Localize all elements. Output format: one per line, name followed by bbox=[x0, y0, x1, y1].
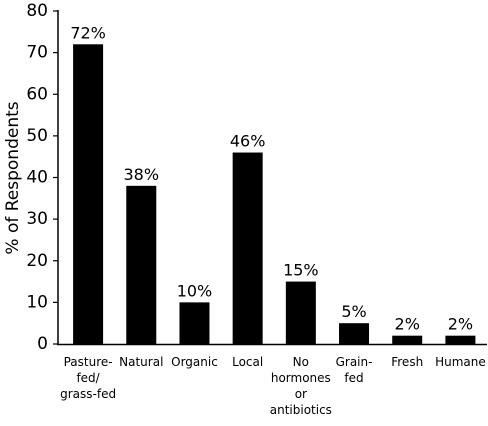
bar bbox=[126, 185, 157, 344]
value-label: 2% bbox=[448, 315, 473, 334]
y-tick-label: 10 bbox=[26, 292, 48, 312]
x-tick-label: Natural bbox=[119, 355, 163, 369]
y-tick-label: 60 bbox=[26, 84, 48, 104]
value-label: 15% bbox=[283, 261, 319, 280]
y-tick-label: 0 bbox=[37, 334, 48, 354]
x-tick-label: Local bbox=[232, 355, 263, 369]
bar bbox=[285, 281, 316, 344]
y-axis-title: % of Respondents bbox=[3, 101, 23, 254]
bar bbox=[179, 302, 210, 344]
y-tick-label: 70 bbox=[26, 43, 48, 63]
value-label: 5% bbox=[341, 302, 366, 321]
bar bbox=[232, 152, 263, 344]
value-label: 2% bbox=[395, 315, 420, 334]
y-tick-label: 80 bbox=[26, 1, 48, 21]
y-tick-label: 50 bbox=[26, 126, 48, 146]
x-tick-label: Fresh bbox=[391, 355, 423, 369]
x-tick-label: Grain-fed bbox=[336, 355, 373, 385]
value-label: 46% bbox=[230, 132, 266, 151]
bar bbox=[392, 335, 423, 344]
x-tick-label: Pasture-fed/grass-fed bbox=[60, 355, 116, 401]
x-tick-label: Organic bbox=[171, 355, 218, 369]
y-tick-label: 30 bbox=[26, 209, 48, 229]
y-tick-label: 20 bbox=[26, 251, 48, 271]
value-label: 10% bbox=[177, 281, 213, 300]
x-tick-label: No hormones or antibiotics bbox=[270, 355, 332, 417]
y-tick-label: 40 bbox=[26, 168, 48, 188]
x-tick-label: Humane bbox=[435, 355, 486, 369]
bar bbox=[73, 44, 104, 345]
bar bbox=[445, 335, 476, 344]
value-label: 72% bbox=[70, 23, 106, 42]
bar bbox=[339, 323, 370, 344]
value-label: 38% bbox=[124, 165, 160, 184]
